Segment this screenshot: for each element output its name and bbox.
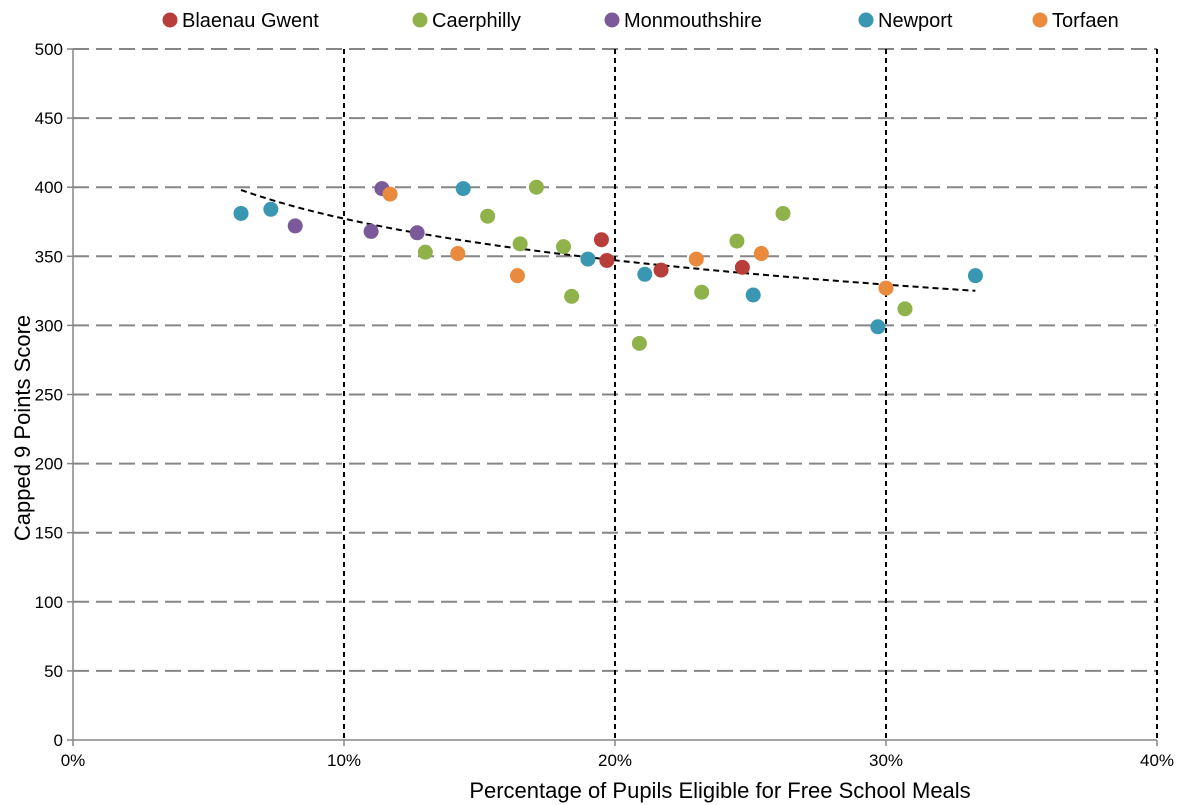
y-tick-label: 300 [35, 316, 63, 335]
legend-marker-torfaen [1032, 12, 1048, 28]
legend-label-monmouthshire: Monmouthshire [624, 10, 762, 32]
point-newport [745, 287, 761, 303]
point-caerphilly [556, 239, 572, 255]
legend-marker-blaenau-gwent [162, 12, 178, 28]
x-axis-title: Percentage of Pupils Eligible for Free S… [469, 778, 970, 803]
point-newport [870, 319, 886, 335]
point-torfaen [688, 251, 704, 267]
point-torfaen [450, 246, 466, 262]
point-caerphilly [564, 288, 580, 304]
point-blaenau-gwent [653, 262, 669, 278]
point-torfaen [753, 246, 769, 262]
point-monmouthshire [409, 225, 425, 241]
point-torfaen [382, 186, 398, 202]
y-tick-label: 500 [35, 40, 63, 59]
legend-marker-newport [858, 12, 874, 28]
point-newport [233, 205, 249, 221]
point-blaenau-gwent [734, 259, 750, 275]
x-tick-labels: 0% 10% 20% 30% 40% [61, 751, 1174, 770]
y-tick-label: 450 [35, 109, 63, 128]
point-caerphilly [512, 236, 528, 252]
point-caerphilly [631, 335, 647, 351]
legend-marker-caerphilly [412, 12, 428, 28]
x-tick-label: 10% [327, 751, 361, 770]
y-tick-label: 350 [35, 247, 63, 266]
y-tick-label: 100 [35, 593, 63, 612]
point-caerphilly [775, 205, 791, 221]
legend-label-torfaen: Torfaen [1052, 10, 1119, 32]
point-monmouthshire [363, 223, 379, 239]
vertical-gridlines [343, 49, 1158, 740]
point-torfaen [509, 268, 525, 284]
point-torfaen [878, 280, 894, 296]
legend-marker-monmouthshire [604, 12, 620, 28]
y-tick-label: 200 [35, 455, 63, 474]
x-tick-label: 0% [61, 751, 86, 770]
y-tick-label: 400 [35, 178, 63, 197]
point-blaenau-gwent [593, 232, 609, 248]
point-newport [263, 201, 279, 217]
y-tick-label: 0 [54, 731, 63, 750]
axes [67, 48, 1158, 746]
data-points [233, 179, 983, 351]
point-monmouthshire [287, 218, 303, 234]
point-caerphilly [528, 179, 544, 195]
y-tick-label: 50 [44, 662, 63, 681]
legend-label-blaenau-gwent: Blaenau Gwent [182, 10, 319, 32]
point-caerphilly [694, 284, 710, 300]
x-tick-label: 30% [869, 751, 903, 770]
legend: Blaenau Gwent Caerphilly Monmouthshire Newp… [162, 10, 1119, 32]
y-tick-labels: 0 50 100 150 200 250 300 350 400 450 500 [35, 40, 63, 750]
x-tick-label: 40% [1140, 751, 1174, 770]
point-newport [967, 268, 983, 284]
y-tick-label: 250 [35, 386, 63, 405]
point-caerphilly [729, 233, 745, 249]
point-newport [455, 181, 471, 197]
point-caerphilly [480, 208, 496, 224]
x-tick-label: 20% [598, 751, 632, 770]
point-caerphilly [897, 301, 913, 317]
point-newport [637, 266, 653, 282]
y-axis-title: Capped 9 Points Score [10, 315, 35, 541]
point-blaenau-gwent [599, 252, 615, 268]
point-newport [580, 251, 596, 267]
legend-label-caerphilly: Caerphilly [432, 10, 521, 32]
legend-label-newport: Newport [878, 10, 953, 32]
point-caerphilly [417, 244, 433, 260]
y-tick-label: 150 [35, 524, 63, 543]
